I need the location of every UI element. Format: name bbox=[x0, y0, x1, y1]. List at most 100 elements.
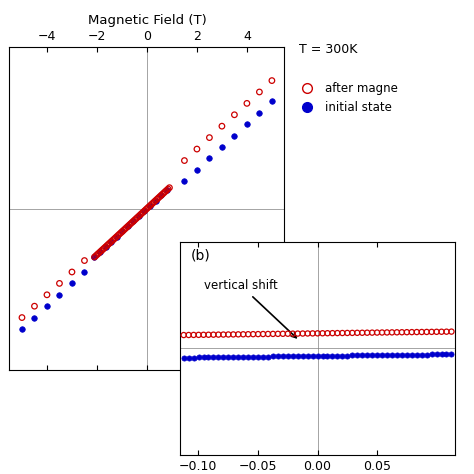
Point bbox=[139, 209, 147, 216]
Point bbox=[418, 351, 426, 358]
Point bbox=[433, 351, 440, 358]
Point bbox=[289, 330, 297, 337]
Point bbox=[438, 328, 446, 336]
Point bbox=[229, 353, 237, 361]
Point bbox=[156, 193, 164, 201]
Point bbox=[18, 325, 26, 333]
Point bbox=[413, 328, 420, 336]
Point bbox=[338, 329, 346, 337]
Point bbox=[193, 145, 201, 153]
Point bbox=[55, 291, 63, 299]
Point bbox=[157, 191, 165, 199]
Point bbox=[95, 249, 102, 257]
Point bbox=[144, 204, 151, 212]
Point bbox=[163, 186, 171, 194]
Point bbox=[243, 100, 251, 107]
Point bbox=[324, 329, 331, 337]
Point bbox=[165, 184, 173, 191]
Point bbox=[210, 331, 217, 338]
Point bbox=[354, 329, 361, 337]
Point bbox=[334, 352, 341, 359]
Point bbox=[18, 314, 26, 321]
Point bbox=[142, 206, 150, 213]
Point bbox=[428, 328, 436, 336]
Point bbox=[378, 328, 386, 336]
Point bbox=[289, 353, 297, 360]
Point bbox=[443, 350, 450, 358]
Point bbox=[135, 212, 143, 220]
Point bbox=[393, 351, 401, 359]
Point bbox=[68, 268, 76, 276]
Point bbox=[368, 329, 376, 337]
Point bbox=[129, 218, 137, 225]
Point bbox=[91, 253, 98, 261]
Point bbox=[408, 351, 416, 358]
Point bbox=[304, 330, 311, 337]
Point bbox=[123, 224, 130, 231]
Point bbox=[358, 329, 366, 337]
Point bbox=[206, 134, 213, 141]
Point bbox=[338, 352, 346, 359]
Point bbox=[99, 246, 107, 253]
Point bbox=[93, 251, 101, 258]
Point bbox=[264, 353, 272, 360]
Point bbox=[309, 329, 317, 337]
Point bbox=[245, 330, 252, 338]
Point bbox=[111, 234, 119, 242]
Point bbox=[205, 331, 212, 338]
Point bbox=[120, 227, 128, 234]
Point bbox=[249, 330, 257, 338]
Point bbox=[309, 352, 317, 360]
Point bbox=[185, 331, 192, 339]
Text: (b): (b) bbox=[191, 248, 211, 262]
Point bbox=[163, 186, 171, 194]
Point bbox=[105, 240, 112, 248]
Point bbox=[193, 166, 201, 173]
Point bbox=[117, 229, 125, 237]
Point bbox=[107, 238, 115, 246]
Point bbox=[378, 351, 386, 359]
Point bbox=[403, 328, 410, 336]
Point bbox=[268, 98, 276, 105]
Point bbox=[206, 155, 213, 162]
Point bbox=[91, 253, 98, 261]
Point bbox=[31, 302, 38, 310]
Point bbox=[364, 329, 371, 337]
Point bbox=[124, 223, 132, 230]
Point bbox=[116, 230, 123, 238]
Point bbox=[113, 233, 120, 240]
Point bbox=[195, 331, 202, 338]
Point bbox=[121, 225, 129, 233]
Point bbox=[149, 200, 156, 207]
Point bbox=[190, 354, 197, 361]
Point bbox=[231, 132, 238, 139]
Point bbox=[388, 328, 396, 336]
Point bbox=[328, 329, 336, 337]
Point bbox=[162, 188, 169, 195]
Point bbox=[294, 352, 301, 360]
Point bbox=[264, 330, 272, 338]
Point bbox=[249, 353, 257, 361]
Point bbox=[374, 351, 381, 359]
Point bbox=[200, 354, 207, 361]
Point bbox=[235, 353, 242, 361]
Point bbox=[190, 331, 197, 339]
Point bbox=[231, 111, 238, 118]
Point bbox=[348, 329, 356, 337]
Point bbox=[218, 143, 226, 151]
Point bbox=[152, 197, 159, 204]
Point bbox=[219, 353, 227, 361]
Point bbox=[383, 351, 391, 359]
Point bbox=[81, 257, 88, 264]
Point bbox=[68, 280, 76, 287]
Point bbox=[81, 268, 88, 276]
Point bbox=[109, 237, 116, 244]
Point bbox=[157, 191, 165, 199]
Point bbox=[239, 353, 247, 361]
Point bbox=[299, 352, 307, 360]
Point bbox=[393, 328, 401, 336]
Point bbox=[100, 245, 108, 252]
Legend: after magne, initial state: after magne, initial state bbox=[295, 82, 397, 114]
Point bbox=[132, 215, 140, 222]
Point bbox=[348, 352, 356, 359]
